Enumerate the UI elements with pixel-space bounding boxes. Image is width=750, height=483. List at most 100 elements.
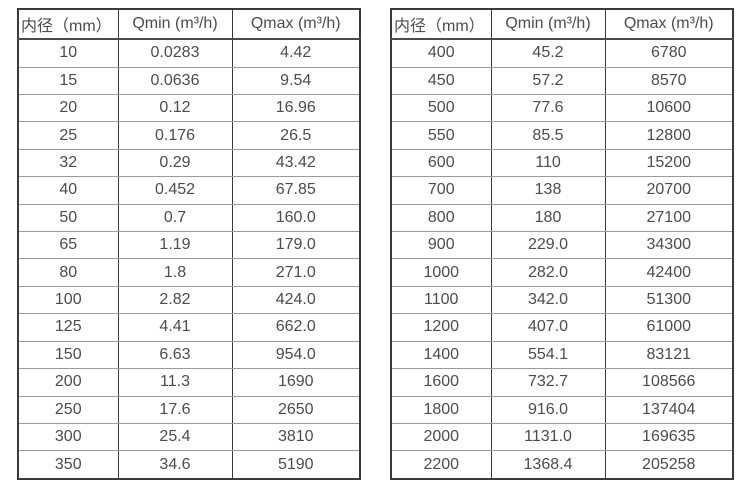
inner-diameter-cell: 1200	[390, 313, 492, 342]
inner-diameter-cell: 1000	[390, 258, 492, 287]
inner-diameter-cell: 550	[390, 121, 492, 150]
qmax-cell: 67.85	[231, 176, 361, 205]
header-inner-diameter: 内径（mm）	[390, 8, 492, 40]
qmax-cell: 34300	[604, 231, 734, 260]
qmax-cell: 424.0	[231, 285, 361, 315]
qmax-cell: 4.42	[231, 38, 361, 68]
qmax-cell: 61000	[604, 313, 734, 342]
qmin-cell: 17.6	[117, 395, 233, 424]
inner-diameter-cell: 500	[390, 94, 492, 123]
inner-diameter-cell: 600	[390, 148, 492, 178]
table-row: 450 57.2 8570	[390, 66, 734, 96]
qmax-cell: 662.0	[231, 313, 361, 342]
table-row: 65 1.19 179.0	[17, 231, 361, 260]
inner-diameter-cell: 20	[17, 94, 119, 123]
qmax-cell: 9.54	[231, 66, 361, 96]
qmax-cell: 108566	[604, 368, 734, 397]
flow-range-table-large-diameters: 内径（mm） Qmin (m³/h) Qmax (m³/h) 400 45.2 67…	[390, 8, 734, 480]
qmin-cell: 180	[490, 203, 606, 233]
inner-diameter-cell: 450	[390, 66, 492, 96]
inner-diameter-cell: 15	[17, 66, 119, 96]
qmax-cell: 27100	[604, 203, 734, 233]
table-row: 500 77.6 10600	[390, 94, 734, 123]
inner-diameter-cell: 2200	[390, 450, 492, 480]
inner-diameter-cell: 900	[390, 231, 492, 260]
qmin-cell: 0.29	[117, 148, 233, 178]
qmax-cell: 43.42	[231, 148, 361, 178]
inner-diameter-cell: 1400	[390, 340, 492, 370]
qmax-cell: 12800	[604, 121, 734, 150]
inner-diameter-cell: 100	[17, 285, 119, 315]
qmax-cell: 954.0	[231, 340, 361, 370]
qmin-cell: 0.0283	[117, 38, 233, 68]
qmax-cell: 26.5	[231, 121, 361, 150]
qmax-cell: 137404	[604, 395, 734, 424]
qmax-cell: 205258	[604, 450, 734, 480]
table-row: 15 0.0636 9.54	[17, 66, 361, 96]
qmin-cell: 1131.0	[490, 422, 606, 452]
qmin-cell: 554.1	[490, 340, 606, 370]
qmax-cell: 160.0	[231, 203, 361, 233]
qmax-cell: 42400	[604, 258, 734, 287]
inner-diameter-cell: 10	[17, 38, 119, 68]
table-row: 1100 342.0 51300	[390, 285, 734, 315]
qmin-cell: 0.12	[117, 94, 233, 123]
qmax-cell: 15200	[604, 148, 734, 178]
table-row: 20 0.12 16.96	[17, 94, 361, 123]
table-row: 40 0.452 67.85	[17, 176, 361, 205]
header-row: 内径（mm） Qmin (m³/h) Qmax (m³/h)	[390, 8, 734, 40]
table-row: 250 17.6 2650	[17, 395, 361, 424]
qmin-cell: 0.7	[117, 203, 233, 233]
qmin-cell: 4.41	[117, 313, 233, 342]
qmin-cell: 138	[490, 176, 606, 205]
qmax-cell: 51300	[604, 285, 734, 315]
qmin-cell: 34.6	[117, 450, 233, 480]
inner-diameter-cell: 40	[17, 176, 119, 205]
table-row: 32 0.29 43.42	[17, 148, 361, 178]
inner-diameter-cell: 700	[390, 176, 492, 205]
table-row: 550 85.5 12800	[390, 121, 734, 150]
table-row: 300 25.4 3810	[17, 422, 361, 452]
qmin-cell: 25.4	[117, 422, 233, 452]
qmin-cell: 45.2	[490, 38, 606, 68]
qmax-cell: 179.0	[231, 231, 361, 260]
qmin-cell: 2.82	[117, 285, 233, 315]
qmin-cell: 1368.4	[490, 450, 606, 480]
table-row: 1400 554.1 83121	[390, 340, 734, 370]
inner-diameter-cell: 300	[17, 422, 119, 452]
qmax-cell: 1690	[231, 368, 361, 397]
qmin-cell: 916.0	[490, 395, 606, 424]
qmin-cell: 85.5	[490, 121, 606, 150]
table-row: 350 34.6 5190	[17, 450, 361, 480]
qmax-cell: 10600	[604, 94, 734, 123]
table-row: 800 180 27100	[390, 203, 734, 233]
inner-diameter-cell: 200	[17, 368, 119, 397]
table-row: 1800 916.0 137404	[390, 395, 734, 424]
qmin-cell: 1.8	[117, 258, 233, 287]
qmax-cell: 16.96	[231, 94, 361, 123]
table-row: 400 45.2 6780	[390, 38, 734, 68]
inner-diameter-cell: 1100	[390, 285, 492, 315]
inner-diameter-cell: 350	[17, 450, 119, 480]
table-row: 2000 1131.0 169635	[390, 422, 734, 452]
table-row: 25 0.176 26.5	[17, 121, 361, 150]
inner-diameter-cell: 1600	[390, 368, 492, 397]
inner-diameter-cell: 2000	[390, 422, 492, 452]
qmin-cell: 6.63	[117, 340, 233, 370]
table-row: 50 0.7 160.0	[17, 203, 361, 233]
header-qmin: Qmin (m³/h)	[117, 8, 233, 40]
qmax-cell: 271.0	[231, 258, 361, 287]
qmax-cell: 83121	[604, 340, 734, 370]
flow-range-table-small-diameters: 内径（mm） Qmin (m³/h) Qmax (m³/h) 10 0.0283 4…	[17, 8, 361, 480]
qmin-cell: 407.0	[490, 313, 606, 342]
inner-diameter-cell: 25	[17, 121, 119, 150]
qmin-cell: 229.0	[490, 231, 606, 260]
table-row: 2200 1368.4 205258	[390, 450, 734, 480]
qmax-cell: 5190	[231, 450, 361, 480]
qmin-cell: 11.3	[117, 368, 233, 397]
qmax-cell: 6780	[604, 38, 734, 68]
table-row: 1600 732.7 108566	[390, 368, 734, 397]
table-row: 200 11.3 1690	[17, 368, 361, 397]
qmin-cell: 77.6	[490, 94, 606, 123]
inner-diameter-cell: 1800	[390, 395, 492, 424]
